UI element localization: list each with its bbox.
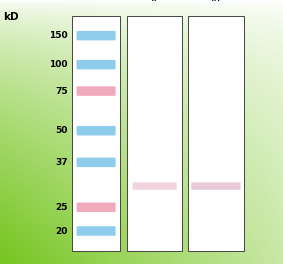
FancyBboxPatch shape	[191, 182, 241, 190]
Text: 37: 37	[55, 158, 68, 167]
Text: 25: 25	[55, 203, 68, 212]
FancyBboxPatch shape	[76, 31, 116, 40]
Text: 50: 50	[55, 126, 68, 135]
FancyBboxPatch shape	[76, 226, 116, 236]
Text: II.: II.	[211, 0, 221, 4]
FancyBboxPatch shape	[76, 202, 116, 212]
Bar	[72, 16, 120, 251]
Text: 150: 150	[49, 31, 68, 40]
Text: 75: 75	[55, 87, 68, 96]
FancyBboxPatch shape	[76, 60, 116, 69]
Text: 100: 100	[50, 60, 68, 69]
Text: kD: kD	[3, 12, 18, 22]
Text: I.: I.	[151, 0, 158, 4]
FancyBboxPatch shape	[132, 182, 177, 190]
FancyBboxPatch shape	[76, 86, 116, 96]
FancyBboxPatch shape	[76, 126, 116, 135]
Bar	[127, 16, 182, 251]
Text: 20: 20	[55, 227, 68, 235]
FancyBboxPatch shape	[76, 158, 116, 167]
Bar	[188, 16, 244, 251]
